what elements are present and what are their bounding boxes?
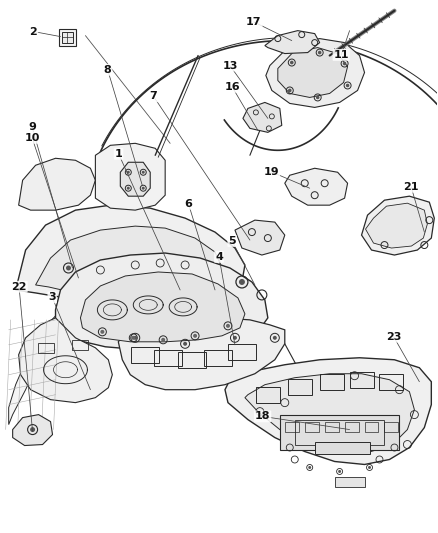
- Circle shape: [66, 265, 71, 270]
- Polygon shape: [278, 47, 348, 98]
- Bar: [256, 386, 280, 402]
- Bar: [38, 343, 53, 353]
- Text: 19: 19: [264, 167, 279, 177]
- Circle shape: [142, 171, 145, 174]
- Bar: [325, 422, 339, 432]
- Polygon shape: [61, 31, 74, 43]
- Bar: [178, 352, 206, 368]
- Text: 6: 6: [184, 199, 192, 209]
- Circle shape: [343, 62, 346, 66]
- Bar: [364, 422, 378, 432]
- Circle shape: [273, 336, 277, 340]
- Bar: [285, 422, 299, 432]
- Polygon shape: [245, 374, 414, 453]
- Bar: [335, 478, 364, 487]
- Text: 8: 8: [104, 65, 112, 75]
- Polygon shape: [243, 102, 282, 132]
- Text: 17: 17: [246, 17, 261, 27]
- Bar: [350, 372, 374, 387]
- Text: 9: 9: [28, 122, 36, 132]
- Text: 18: 18: [255, 411, 270, 422]
- Polygon shape: [265, 30, 320, 53]
- Bar: [72, 340, 88, 350]
- Polygon shape: [19, 158, 95, 210]
- Text: 21: 21: [403, 182, 419, 192]
- Polygon shape: [9, 316, 66, 425]
- Circle shape: [127, 187, 130, 190]
- Bar: [280, 415, 399, 449]
- Bar: [305, 422, 319, 432]
- Polygon shape: [361, 196, 434, 255]
- Bar: [228, 344, 256, 360]
- Bar: [385, 422, 399, 432]
- Circle shape: [131, 336, 135, 340]
- Bar: [320, 374, 343, 390]
- Circle shape: [127, 171, 130, 174]
- Bar: [131, 347, 159, 363]
- Circle shape: [193, 334, 197, 338]
- Text: 3: 3: [49, 292, 56, 302]
- Text: 23: 23: [386, 332, 401, 342]
- Text: 5: 5: [228, 236, 236, 246]
- Circle shape: [288, 88, 292, 92]
- Text: 11: 11: [333, 50, 349, 60]
- Circle shape: [161, 338, 165, 342]
- Bar: [379, 374, 403, 390]
- Circle shape: [368, 466, 371, 469]
- Circle shape: [346, 84, 350, 87]
- Circle shape: [226, 324, 230, 328]
- Circle shape: [316, 95, 319, 99]
- Circle shape: [30, 427, 35, 432]
- Polygon shape: [59, 29, 77, 46]
- Text: 7: 7: [150, 91, 157, 101]
- Text: 22: 22: [11, 282, 27, 292]
- Polygon shape: [95, 143, 165, 210]
- Text: 16: 16: [224, 82, 240, 92]
- Text: 13: 13: [222, 61, 237, 70]
- Text: 1: 1: [115, 149, 123, 159]
- Polygon shape: [81, 272, 245, 342]
- Bar: [295, 419, 385, 445]
- Circle shape: [100, 330, 104, 334]
- Polygon shape: [16, 205, 245, 312]
- Text: 2: 2: [30, 27, 37, 37]
- Circle shape: [233, 336, 237, 340]
- Polygon shape: [19, 318, 112, 402]
- Bar: [154, 350, 182, 366]
- Polygon shape: [366, 203, 427, 248]
- Circle shape: [183, 342, 187, 346]
- Bar: [288, 379, 312, 394]
- Circle shape: [318, 51, 321, 54]
- Circle shape: [338, 470, 341, 473]
- Circle shape: [239, 279, 245, 285]
- Circle shape: [142, 187, 145, 190]
- Polygon shape: [235, 220, 285, 255]
- Polygon shape: [35, 226, 222, 300]
- Bar: [345, 422, 359, 432]
- Polygon shape: [266, 38, 364, 108]
- Text: 4: 4: [215, 252, 223, 262]
- Polygon shape: [56, 253, 268, 350]
- Polygon shape: [285, 168, 348, 205]
- Polygon shape: [13, 415, 53, 446]
- Circle shape: [133, 336, 137, 340]
- Bar: [314, 441, 370, 454]
- Text: 10: 10: [25, 133, 40, 143]
- Circle shape: [308, 466, 311, 469]
- Polygon shape: [120, 162, 150, 196]
- Circle shape: [290, 61, 293, 64]
- Bar: [204, 350, 232, 366]
- Polygon shape: [225, 358, 431, 464]
- Polygon shape: [118, 316, 285, 390]
